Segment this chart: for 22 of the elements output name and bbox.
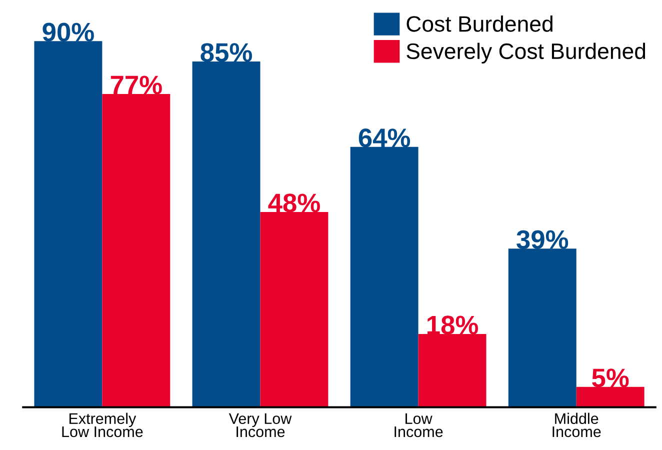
x-tick-label: Extremely Low Income: [62, 412, 143, 438]
data-label: 77%: [110, 76, 162, 94]
legend-label: Severely Cost Burdened: [406, 42, 646, 64]
bar: [350, 146, 418, 408]
x-tick-label: Very Low Income: [228, 413, 292, 438]
bar: [34, 41, 102, 408]
x-tick-label: Middle Income: [552, 412, 601, 438]
data-label: 64%: [358, 128, 410, 148]
data-label: 18%: [428, 316, 478, 334]
bar: [508, 248, 576, 408]
bar: [576, 386, 644, 408]
data-label: 85%: [200, 43, 252, 62]
data-label: 90%: [42, 22, 94, 42]
data-label: 39%: [516, 230, 568, 249]
bar: [260, 212, 328, 408]
legend-label: Cost Burdened: [406, 16, 552, 32]
data-label: 48%: [268, 194, 320, 212]
bar: [192, 61, 260, 408]
bar: [418, 334, 486, 408]
data-label: 5%: [592, 368, 629, 388]
bar: [102, 94, 170, 408]
x-tick-label: Low Income: [394, 413, 443, 438]
